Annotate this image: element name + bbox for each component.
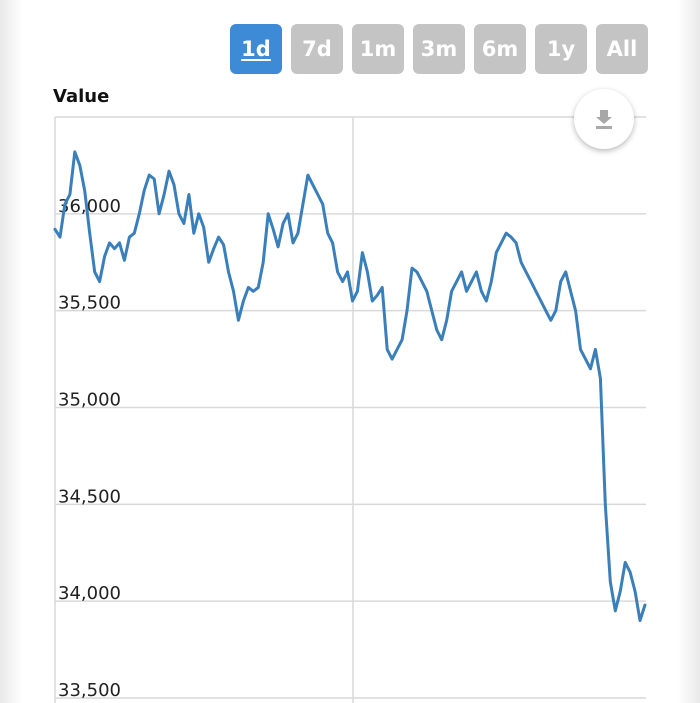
y-tick-label: 36,000: [58, 196, 121, 217]
y-tick-label: 34,500: [58, 486, 121, 507]
range-button-6m[interactable]: 6m: [474, 24, 526, 74]
chart-grid: [54, 116, 646, 703]
range-button-1d[interactable]: 1d: [230, 24, 282, 74]
range-button-1m[interactable]: 1m: [352, 24, 404, 74]
y-tick-label: 35,000: [58, 390, 121, 411]
frame-edge-left: [0, 0, 22, 703]
y-tick-label: 35,500: [58, 293, 121, 314]
range-button-3m[interactable]: 3m: [413, 24, 465, 74]
y-tick-label: 34,000: [58, 583, 121, 604]
range-button-1y[interactable]: 1y: [535, 24, 587, 74]
range-selector: 1d 7d 1m 3m 6m 1y All: [230, 24, 648, 74]
y-axis-ticks: 33,500 34,000 34,500 35,000 35,500 36,000: [58, 196, 121, 701]
export-menu-button[interactable]: [574, 89, 634, 149]
download-icon: [596, 110, 612, 129]
range-button-7d[interactable]: 7d: [291, 24, 343, 74]
range-button-all[interactable]: All: [596, 24, 648, 74]
y-tick-label: 33,500: [58, 680, 121, 701]
series-line: [53, 150, 647, 622]
y-axis-title: Value: [53, 86, 110, 107]
frame-edge-right: [678, 0, 700, 703]
